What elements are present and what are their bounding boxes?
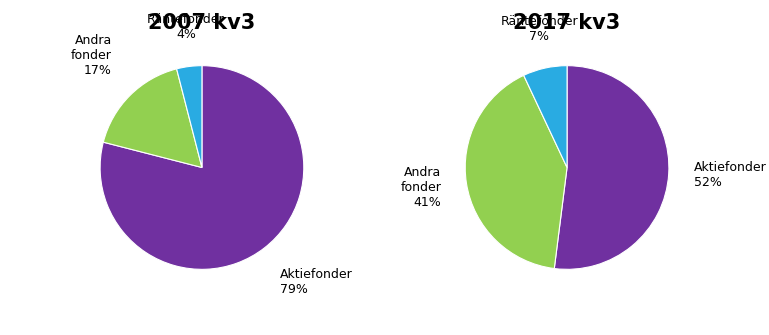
Text: Räntefonder
7%: Räntefonder 7% [501,15,578,43]
Text: Aktiefonder
52%: Aktiefonder 52% [694,161,767,190]
Wedge shape [177,66,202,168]
Wedge shape [524,66,567,168]
Text: Räntefonder
4%: Räntefonder 4% [147,13,225,41]
Text: Andra
fonder
41%: Andra fonder 41% [401,166,441,209]
Wedge shape [554,66,669,269]
Wedge shape [465,75,567,269]
Text: Aktiefonder
79%: Aktiefonder 79% [280,268,353,296]
Wedge shape [103,69,202,168]
Title: 2017 kv3: 2017 kv3 [514,13,621,33]
Text: Andra
fonder
17%: Andra fonder 17% [71,35,112,77]
Wedge shape [100,66,304,269]
Title: 2007 kv3: 2007 kv3 [148,13,255,33]
